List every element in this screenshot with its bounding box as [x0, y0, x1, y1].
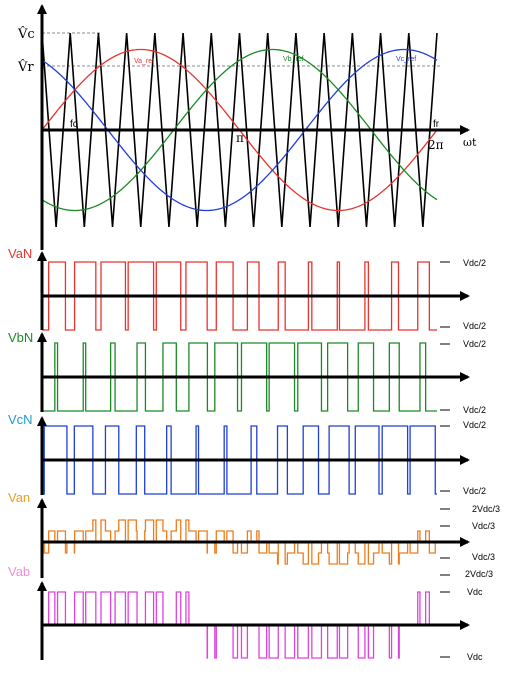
vaN-top-label: Vdc/2 [463, 258, 486, 268]
vcN-title: VcN [8, 412, 33, 427]
fc-label: fc [70, 119, 78, 130]
vaN-title: VaN [8, 246, 32, 261]
pi-label: π [236, 131, 244, 145]
carrier-wave-group [41, 32, 438, 228]
wt-label: ωt [463, 136, 477, 149]
vc-peak-label: V̂c [17, 26, 35, 42]
vbN-top-label: Vdc/2 [463, 339, 486, 349]
top-panel: V̂c V̂r fc fr π 2π ωt Va_ref Vb_ref Vc_r… [17, 4, 477, 250]
van-level-label-2: Vdc/3 [472, 521, 495, 531]
vab-top-label: Vdc [467, 587, 483, 597]
van-line-neutral-panel: Van 2Vdc/3 Vdc/3 Vdc/3 2Vdc/3 [8, 490, 500, 579]
van-phase-panel: VaN Vdc/2 Vdc/2 [8, 246, 486, 331]
van-level-label-3: Vdc/3 [472, 552, 495, 562]
fr-label: fr [433, 119, 440, 130]
vb-ref-label: Vb_ref [283, 56, 304, 63]
vbN-bottom-label: Vdc/2 [463, 405, 486, 415]
vr-peak-label: V̂r [17, 59, 34, 75]
va-ref-label: Va_ref [134, 58, 154, 65]
vc-ref-label: Vc_ref [396, 56, 416, 63]
vbN-title: VbN [8, 330, 33, 345]
van-level-label-1: 2Vdc/3 [472, 504, 500, 514]
vcN-bottom-label: Vdc/2 [463, 486, 486, 496]
van-title: Van [8, 490, 30, 505]
vab-title: Vab [8, 564, 30, 579]
van-level-label-4: 2Vdc/3 [465, 569, 493, 579]
two-pi-label: 2π [428, 138, 444, 152]
vcN-top-label: Vdc/2 [463, 420, 486, 430]
vab-bottom-label: Vdc [467, 652, 483, 662]
vab-line-line-panel: Vab Vdc Vdc [8, 564, 483, 662]
vbn-phase-panel: VbN Vdc/2 Vdc/2 [8, 330, 486, 415]
carrier-triangle-line [41, 32, 438, 228]
vaN-bottom-label: Vdc/2 [463, 321, 486, 331]
vcn-phase-panel: VcN Vdc/2 Vdc/2 [8, 412, 486, 496]
